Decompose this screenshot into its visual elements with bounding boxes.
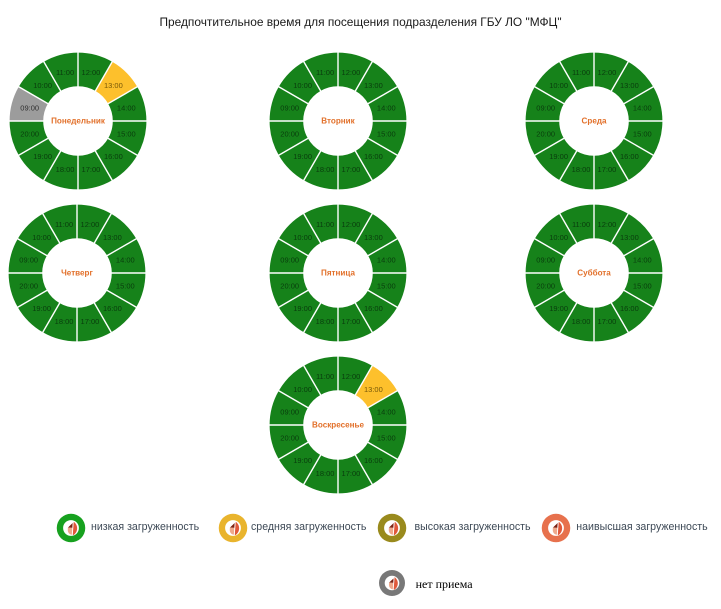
svg-text:17:00: 17:00: [342, 165, 361, 174]
svg-text:15:00: 15:00: [377, 433, 396, 442]
svg-text:12:00: 12:00: [81, 68, 100, 77]
svg-text:18:00: 18:00: [316, 165, 335, 174]
svg-text:09:00: 09:00: [281, 407, 300, 416]
svg-text:12:00: 12:00: [598, 68, 617, 77]
svg-text:14:00: 14:00: [116, 104, 135, 113]
svg-text:15:00: 15:00: [116, 130, 135, 139]
svg-text:16:00: 16:00: [364, 455, 383, 464]
svg-text:12:00: 12:00: [598, 220, 617, 229]
svg-text:16:00: 16:00: [103, 303, 122, 312]
svg-text:18:00: 18:00: [572, 316, 591, 325]
svg-text:11:00: 11:00: [55, 220, 73, 229]
svg-text:13:00: 13:00: [103, 81, 122, 90]
svg-text:11:00: 11:00: [572, 68, 590, 77]
svg-text:15:00: 15:00: [116, 281, 135, 290]
svg-text:10:00: 10:00: [294, 81, 313, 90]
svg-text:18:00: 18:00: [55, 316, 74, 325]
svg-text:19:00: 19:00: [550, 303, 569, 312]
svg-text:10:00: 10:00: [550, 233, 569, 242]
svg-text:17:00: 17:00: [81, 316, 100, 325]
svg-text:11:00: 11:00: [55, 68, 73, 77]
svg-text:15:00: 15:00: [633, 281, 652, 290]
svg-text:14:00: 14:00: [633, 104, 652, 113]
svg-text:12:00: 12:00: [81, 220, 100, 229]
svg-text:09:00: 09:00: [537, 255, 556, 264]
svg-text:11:00: 11:00: [316, 372, 334, 381]
svg-text:Среда: Среда: [582, 117, 607, 126]
svg-text:14:00: 14:00: [633, 255, 652, 264]
svg-text:19:00: 19:00: [294, 455, 313, 464]
svg-text:09:00: 09:00: [537, 104, 556, 113]
svg-text:20:00: 20:00: [281, 433, 300, 442]
svg-text:12:00: 12:00: [342, 68, 361, 77]
svg-text:10:00: 10:00: [294, 233, 313, 242]
svg-text:17:00: 17:00: [342, 468, 361, 477]
svg-text:19:00: 19:00: [294, 303, 313, 312]
svg-text:13:00: 13:00: [364, 233, 383, 242]
svg-text:Четверг: Четверг: [61, 268, 93, 277]
svg-text:17:00: 17:00: [598, 165, 617, 174]
svg-text:16:00: 16:00: [103, 152, 122, 161]
svg-text:20:00: 20:00: [537, 281, 556, 290]
svg-text:10:00: 10:00: [33, 81, 52, 90]
svg-text:19:00: 19:00: [550, 152, 569, 161]
svg-text:20:00: 20:00: [20, 281, 39, 290]
svg-text:14:00: 14:00: [377, 255, 396, 264]
svg-text:19:00: 19:00: [32, 303, 51, 312]
svg-text:20:00: 20:00: [20, 130, 39, 139]
svg-text:16:00: 16:00: [620, 303, 639, 312]
svg-text:15:00: 15:00: [377, 130, 396, 139]
svg-text:14:00: 14:00: [116, 255, 135, 264]
svg-text:Пятница: Пятница: [321, 268, 355, 277]
svg-text:15:00: 15:00: [633, 130, 652, 139]
svg-text:17:00: 17:00: [598, 316, 617, 325]
svg-text:11:00: 11:00: [316, 68, 334, 77]
svg-text:09:00: 09:00: [281, 255, 300, 264]
svg-text:16:00: 16:00: [364, 152, 383, 161]
svg-text:13:00: 13:00: [103, 233, 122, 242]
svg-text:19:00: 19:00: [33, 152, 52, 161]
svg-text:12:00: 12:00: [342, 372, 361, 381]
svg-text:18:00: 18:00: [572, 165, 591, 174]
svg-text:20:00: 20:00: [281, 130, 300, 139]
svg-text:Вторник: Вторник: [322, 117, 356, 126]
svg-text:14:00: 14:00: [377, 104, 396, 113]
svg-text:15:00: 15:00: [377, 281, 396, 290]
svg-text:17:00: 17:00: [342, 316, 361, 325]
svg-text:Понедельник: Понедельник: [51, 117, 106, 126]
svg-text:10:00: 10:00: [294, 385, 313, 394]
svg-text:13:00: 13:00: [620, 81, 639, 90]
svg-text:18:00: 18:00: [55, 165, 74, 174]
svg-text:10:00: 10:00: [32, 233, 51, 242]
svg-text:Воскресенье: Воскресенье: [312, 420, 364, 429]
svg-text:20:00: 20:00: [281, 281, 300, 290]
svg-text:Суббота: Суббота: [578, 268, 612, 277]
svg-text:09:00: 09:00: [281, 104, 300, 113]
svg-text:13:00: 13:00: [620, 233, 639, 242]
svg-text:11:00: 11:00: [316, 220, 334, 229]
svg-text:18:00: 18:00: [316, 316, 335, 325]
svg-text:20:00: 20:00: [537, 130, 556, 139]
svg-text:12:00: 12:00: [342, 220, 361, 229]
svg-text:11:00: 11:00: [572, 220, 590, 229]
svg-text:16:00: 16:00: [620, 152, 639, 161]
svg-text:19:00: 19:00: [294, 152, 313, 161]
svg-text:09:00: 09:00: [20, 104, 39, 113]
svg-text:10:00: 10:00: [550, 81, 569, 90]
svg-text:16:00: 16:00: [364, 303, 383, 312]
svg-text:13:00: 13:00: [364, 81, 383, 90]
svg-text:14:00: 14:00: [377, 407, 396, 416]
svg-text:13:00: 13:00: [364, 385, 383, 394]
svg-text:17:00: 17:00: [81, 165, 100, 174]
svg-text:18:00: 18:00: [316, 468, 335, 477]
svg-text:09:00: 09:00: [20, 255, 39, 264]
